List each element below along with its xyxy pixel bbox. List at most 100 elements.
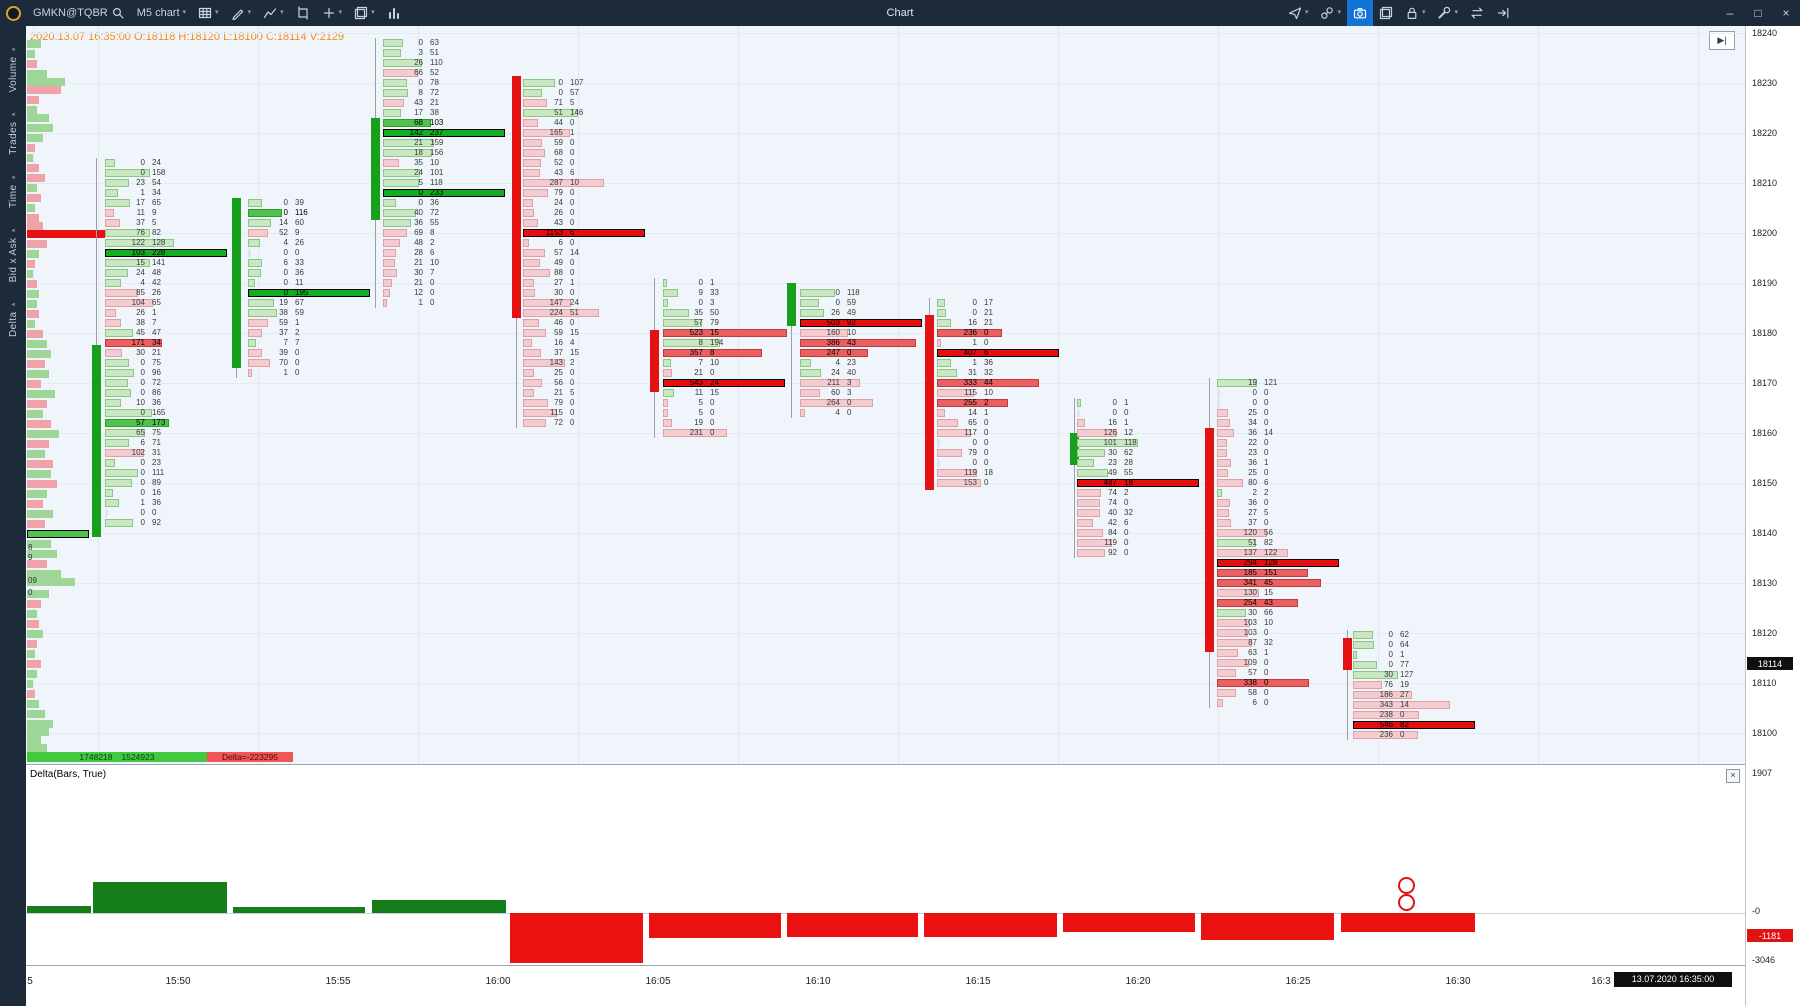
quick-trade-button[interactable]: ▾ <box>1282 0 1315 26</box>
sidebar-item-trades[interactable]: Trades ▸ <box>7 110 19 156</box>
footprint-row: 31 32 <box>937 368 1067 378</box>
chart-type-button[interactable]: ▾ <box>257 0 290 26</box>
sidebar-item-delta[interactable]: Delta ▸ <box>7 300 19 338</box>
footprint-chart-pane[interactable]: 2020.13.07 16:35:00 O:18118 H:18120 L:18… <box>26 26 1745 764</box>
volume-profile-bar <box>27 450 45 458</box>
footprint-row: 147 24 <box>523 298 653 308</box>
bid-ask-values: 43 6 <box>554 168 575 177</box>
sidebar-item-time[interactable]: Time ▸ <box>7 173 19 209</box>
bid-ask-values: 19 0 <box>694 418 715 427</box>
bid-ask-values: 343 14 <box>1379 700 1409 709</box>
link-charts-button[interactable]: ▾ <box>1314 0 1347 26</box>
sync-charts-button[interactable] <box>1464 0 1490 26</box>
delta-bar <box>93 882 227 913</box>
footprint-row: 0 195 <box>248 288 378 298</box>
delta-indicator-pane[interactable]: Delta(Bars, True) × <box>26 764 1745 966</box>
bidask-volume-bar <box>1077 419 1086 427</box>
footprint-row: 171 34 <box>105 338 235 348</box>
bid-ask-values: 0 89 <box>140 478 161 487</box>
bid-ask-values: 16 21 <box>968 318 993 327</box>
bid-ask-values: 0 16 <box>140 488 161 497</box>
go-to-realtime-button[interactable]: ▶| <box>1709 31 1735 50</box>
bidask-volume-bar <box>800 289 835 297</box>
app-logo[interactable] <box>0 0 27 26</box>
minimize-button[interactable]: – <box>1726 6 1734 20</box>
bid-ask-values: 38 59 <box>279 308 304 317</box>
footprint-row: 68 103 <box>383 118 513 128</box>
window-layout-button[interactable]: ▾ <box>348 0 381 26</box>
timeframe-selector[interactable]: M5 chart ▾ <box>131 0 192 26</box>
footprint-row: 24 101 <box>383 168 513 178</box>
bidask-volume-bar <box>1217 639 1252 647</box>
bidask-volume-bar <box>248 289 370 297</box>
bid-ask-values: 21 0 <box>694 368 715 377</box>
screenshot-button[interactable] <box>1346 0 1373 26</box>
bidask-volume-bar <box>105 509 108 517</box>
footprint-row: 52 9 <box>248 228 378 238</box>
bid-ask-values: 37 15 <box>554 348 579 357</box>
dock-window-button[interactable] <box>1490 0 1516 26</box>
bidask-volume-bar <box>1217 389 1220 397</box>
time-gridline <box>418 26 419 764</box>
bidask-volume-bar <box>105 259 150 267</box>
volume-profile-bar <box>27 710 45 718</box>
footprint-row: 338 0 <box>1217 678 1347 688</box>
footprint-row: 119 18 <box>937 468 1067 478</box>
bidask-volume-bar <box>105 309 117 317</box>
bidask-volume-bar <box>1077 429 1117 437</box>
maximize-button[interactable]: □ <box>1754 6 1762 20</box>
bid-ask-values: 0 233 <box>418 188 444 197</box>
bidask-volume-bar <box>523 269 550 277</box>
close-button[interactable]: × <box>1782 6 1790 20</box>
bid-ask-values: 28 6 <box>414 248 435 257</box>
time-axis-label: 15:50 <box>165 976 191 987</box>
price-axis-label: 18200 <box>1752 228 1778 238</box>
sidebar-item-bid-x-ask[interactable]: Bid x Ask ▸ <box>7 226 19 283</box>
lock-chart-button[interactable]: ▾ <box>1399 0 1432 26</box>
bidask-volume-bar <box>383 89 408 97</box>
time-axis[interactable]: 5 15:50 15:55 16:00 16:05 16:10 16:15 16:20 16:2… <box>26 966 1745 1006</box>
price-gridline <box>26 133 1745 134</box>
bid-ask-values: 25 0 <box>554 368 575 377</box>
bidask-volume-bar <box>105 279 121 287</box>
bid-ask-values: 386 43 <box>826 338 856 347</box>
bidask-volume-bar <box>105 159 116 167</box>
bidask-volume-bar <box>523 379 542 387</box>
footprint-row: 26 0 <box>523 208 653 218</box>
time-axis-label: 16:15 <box>965 976 991 987</box>
candle-body <box>1343 638 1352 670</box>
price-axis-label: 18160 <box>1752 428 1778 438</box>
symbol-selector[interactable]: GMKN@TQBR <box>27 0 131 26</box>
bidask-volume-bar <box>523 419 546 427</box>
delta-bar <box>649 913 781 938</box>
drawing-tools-button[interactable]: ▾ <box>225 0 258 26</box>
footprint-row: 49 0 <box>523 258 653 268</box>
close-indicator-button[interactable]: × <box>1726 769 1740 783</box>
bidask-volume-bar <box>1217 599 1299 607</box>
footprint-row: 7 10 <box>663 358 793 368</box>
footprint-row: 51 82 <box>1217 538 1347 548</box>
clone-window-button[interactable] <box>1373 0 1399 26</box>
jet-icon <box>1288 6 1302 20</box>
bidask-volume-bar <box>1353 651 1358 659</box>
cluster-mode-select-button[interactable]: ▾ <box>192 0 225 26</box>
price-axis[interactable]: 18240 18230 18220 18210 18200 18190 18180 18170… <box>1745 26 1800 1006</box>
chart-tools-button[interactable]: ▾ <box>1431 0 1464 26</box>
footprint-row: 59 1 <box>248 318 378 328</box>
region-select-button[interactable] <box>290 0 316 26</box>
add-object-button[interactable]: ▾ <box>316 0 349 26</box>
volume-panel-button[interactable] <box>381 0 407 26</box>
sidebar-item-volume[interactable]: Volume ▸ <box>7 45 19 93</box>
bidask-volume-bar <box>1217 499 1231 507</box>
bid-ask-values: 72 0 <box>554 418 575 427</box>
bidask-volume-bar <box>1217 579 1322 587</box>
footprint-row: 165 1 <box>523 128 653 138</box>
bidask-volume-bar <box>523 359 565 367</box>
bid-ask-values: 0 78 <box>418 78 439 87</box>
bid-ask-values: 115 0 <box>550 408 575 417</box>
